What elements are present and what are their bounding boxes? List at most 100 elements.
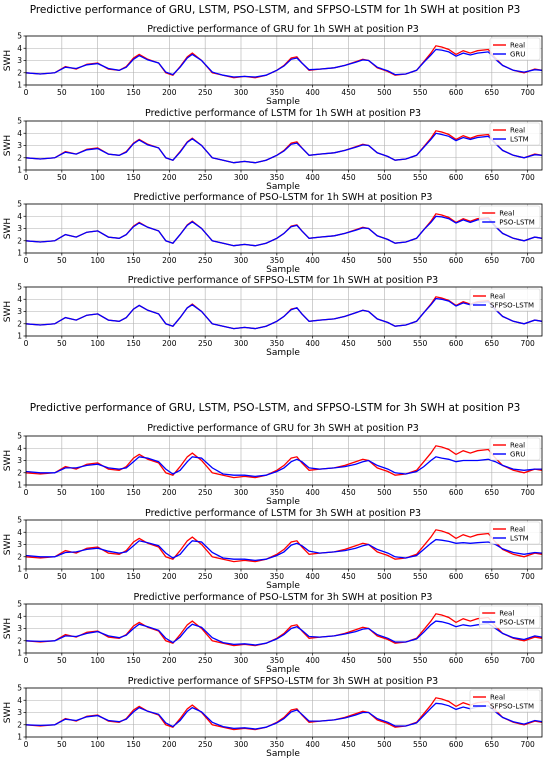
x-tick-label: 700 [521, 740, 536, 749]
y-tick-label: 4 [17, 295, 22, 304]
x-tick-label: 350 [270, 488, 285, 497]
y-tick-label: 2 [17, 236, 22, 245]
y-tick-label: 2 [17, 720, 22, 729]
x-tick-label: 150 [126, 256, 141, 265]
y-tick-label: 3 [17, 141, 22, 150]
x-tick-label: 350 [270, 572, 285, 581]
x-tick-label: 500 [377, 173, 392, 182]
x-tick-label: 200 [162, 173, 177, 182]
x-tick-label: 50 [57, 173, 67, 182]
panel-title: Predictive performance of LSTM for 3h SW… [145, 508, 421, 519]
x-tick-label: 50 [57, 339, 67, 348]
y-tick-label: 2 [17, 319, 22, 328]
y-tick-label: 2 [17, 636, 22, 645]
x-tick-label: 400 [306, 173, 321, 182]
x-tick-label: 400 [306, 256, 321, 265]
panel: Predictive performance of SFPSO-LSTM for… [3, 676, 543, 758]
panel: Predictive performance of SFPSO-LSTM for… [3, 275, 543, 358]
x-tick-label: 200 [162, 572, 177, 581]
x-tick-label: 350 [270, 339, 285, 348]
x-tick-label: 450 [341, 256, 356, 265]
x-tick-label: 0 [24, 88, 29, 97]
legend-box [469, 288, 541, 312]
x-tick-label: 600 [449, 740, 464, 749]
x-tick-label: 0 [24, 572, 29, 581]
x-tick-label: 550 [413, 339, 428, 348]
x-tick-label: 50 [57, 88, 67, 97]
x-tick-label: 100 [91, 740, 106, 749]
y-tick-label: 5 [17, 200, 22, 209]
y-tick-label: 1 [17, 649, 22, 658]
x-tick-label: 500 [377, 88, 392, 97]
x-tick-label: 100 [91, 488, 106, 497]
y-tick-label: 5 [17, 516, 22, 525]
x-tick-label: 200 [162, 339, 177, 348]
x-tick-label: 300 [234, 740, 249, 749]
x-tick-label: 400 [306, 339, 321, 348]
legend-label-real: Real [490, 694, 505, 702]
x-tick-label: 500 [377, 656, 392, 665]
x-axis-label: Sample [266, 665, 300, 675]
y-axis-label: SWH [3, 702, 13, 723]
x-axis-label: Sample [266, 348, 300, 358]
y-tick-label: 4 [17, 212, 22, 221]
x-tick-label: 100 [91, 88, 106, 97]
x-tick-label: 0 [24, 256, 29, 265]
y-axis-label: SWH [3, 301, 13, 322]
predicted-series-line [25, 702, 543, 730]
panel-title: Predictive performance of LSTM for 1h SW… [145, 108, 421, 119]
y-tick-label: 3 [17, 456, 22, 465]
x-tick-label: 650 [485, 740, 500, 749]
x-tick-label: 250 [198, 173, 213, 182]
y-tick-label: 1 [17, 481, 22, 490]
x-tick-label: 150 [126, 173, 141, 182]
figure-suptitle: Predictive performance of GRU, LSTM, PSO… [30, 402, 521, 414]
predicted-series-line [25, 215, 543, 247]
panel-title: Predictive performance of PSO-LSTM for 3… [134, 592, 433, 603]
x-tick-label: 50 [57, 572, 67, 581]
legend-label-real: Real [499, 610, 514, 618]
x-tick-label: 500 [377, 339, 392, 348]
x-tick-label: 150 [126, 339, 141, 348]
panel: Predictive performance of GRU for 3h SWH… [3, 423, 543, 507]
x-tick-label: 0 [24, 740, 29, 749]
legend-label-real: Real [510, 526, 525, 534]
x-tick-label: 300 [234, 173, 249, 182]
x-tick-label: 150 [126, 740, 141, 749]
y-axis-label: SWH [3, 618, 13, 639]
x-tick-label: 400 [306, 572, 321, 581]
y-tick-label: 5 [17, 32, 22, 41]
x-axis-label: Sample [266, 265, 300, 275]
y-tick-label: 2 [17, 468, 22, 477]
x-tick-label: 550 [413, 256, 428, 265]
legend-label-pred: GRU [510, 51, 525, 59]
x-tick-label: 350 [270, 656, 285, 665]
real-series-line [25, 613, 543, 647]
predicted-series-line [25, 132, 543, 164]
x-tick-label: 200 [162, 88, 177, 97]
x-tick-label: 650 [485, 256, 500, 265]
x-tick-label: 650 [485, 488, 500, 497]
x-tick-label: 250 [198, 488, 213, 497]
legend-label-pred: GRU [510, 451, 525, 459]
real-series-line [25, 45, 543, 79]
panel-title: Predictive performance of PSO-LSTM for 1… [134, 192, 433, 203]
x-tick-label: 700 [521, 656, 536, 665]
x-tick-label: 650 [485, 173, 500, 182]
x-tick-label: 700 [521, 88, 536, 97]
y-tick-label: 5 [17, 283, 22, 292]
x-tick-label: 200 [162, 740, 177, 749]
x-tick-label: 600 [449, 88, 464, 97]
x-tick-label: 0 [24, 173, 29, 182]
y-tick-label: 3 [17, 540, 22, 549]
y-tick-label: 1 [17, 166, 22, 175]
x-tick-label: 150 [126, 488, 141, 497]
x-axis-label: Sample [266, 182, 300, 192]
x-tick-label: 250 [198, 88, 213, 97]
y-tick-label: 2 [17, 153, 22, 162]
x-tick-label: 100 [91, 173, 106, 182]
x-tick-label: 700 [521, 256, 536, 265]
y-tick-label: 4 [17, 612, 22, 621]
panel: Predictive performance of PSO-LSTM for 3… [3, 592, 543, 675]
x-tick-label: 700 [521, 572, 536, 581]
